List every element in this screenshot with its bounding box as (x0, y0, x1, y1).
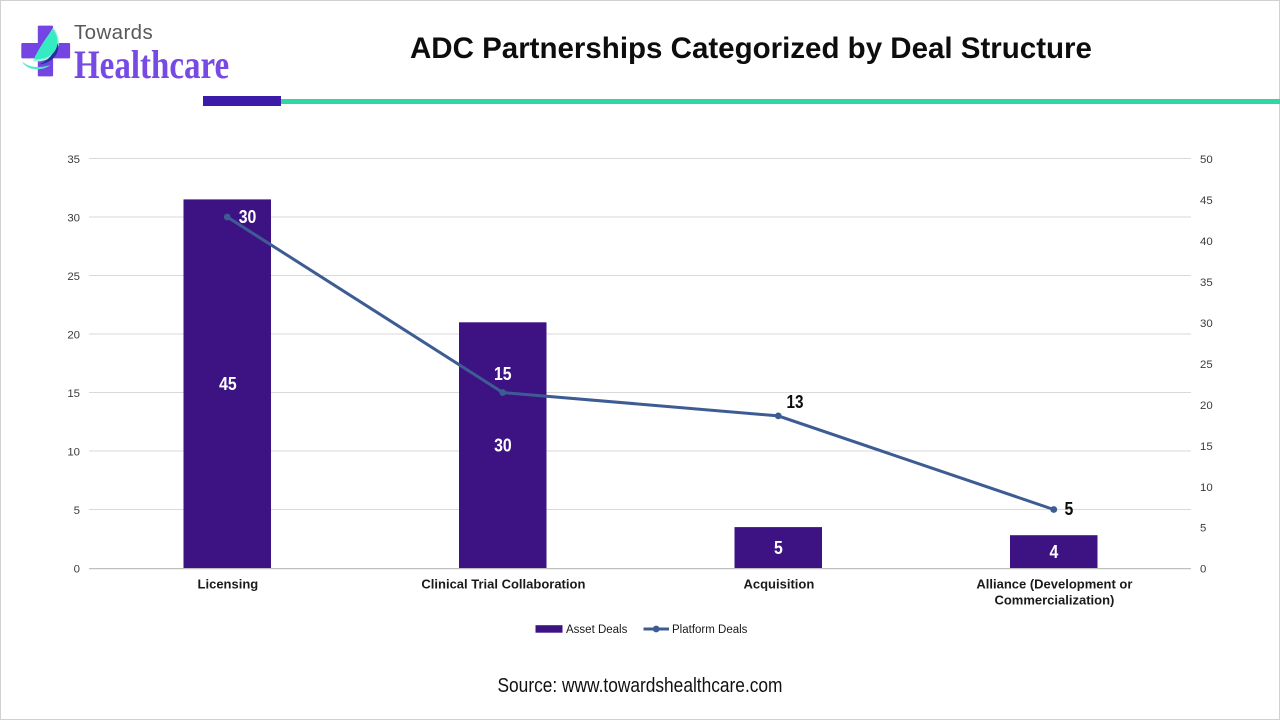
svg-text:45: 45 (219, 374, 237, 394)
svg-text:Acquisition: Acquisition (744, 577, 815, 592)
svg-text:35: 35 (1200, 277, 1213, 289)
svg-text:5: 5 (1065, 499, 1074, 519)
svg-text:Platform Deals: Platform Deals (672, 624, 748, 636)
svg-text:10: 10 (1200, 482, 1213, 494)
svg-text:20: 20 (67, 330, 80, 342)
svg-text:5: 5 (1200, 523, 1206, 535)
svg-text:5: 5 (774, 538, 783, 558)
svg-text:4: 4 (1050, 542, 1059, 562)
svg-text:0: 0 (1200, 564, 1206, 576)
svg-text:Clinical Trial Collaboration: Clinical Trial Collaboration (421, 577, 585, 592)
svg-text:15: 15 (1200, 441, 1213, 453)
svg-text:30: 30 (239, 207, 257, 227)
svg-text:20: 20 (1200, 400, 1213, 412)
svg-text:45: 45 (1200, 195, 1213, 207)
svg-text:0: 0 (74, 564, 80, 576)
svg-text:5: 5 (74, 505, 80, 517)
svg-text:30: 30 (67, 213, 80, 225)
svg-text:35: 35 (67, 154, 80, 166)
svg-text:15: 15 (494, 364, 512, 384)
svg-text:Alliance (Development or: Alliance (Development or (976, 577, 1132, 592)
svg-text:25: 25 (67, 271, 80, 283)
svg-text:13: 13 (787, 392, 804, 412)
svg-text:Asset Deals: Asset Deals (566, 624, 628, 636)
svg-text:40: 40 (1200, 236, 1213, 248)
svg-text:Licensing: Licensing (198, 577, 259, 592)
svg-text:10: 10 (67, 447, 80, 459)
svg-text:Commercialization): Commercialization) (994, 593, 1114, 608)
svg-text:30: 30 (1200, 318, 1213, 330)
svg-text:15: 15 (67, 388, 80, 400)
svg-text:50: 50 (1200, 154, 1213, 166)
svg-text:30: 30 (494, 436, 512, 456)
svg-text:25: 25 (1200, 359, 1213, 371)
